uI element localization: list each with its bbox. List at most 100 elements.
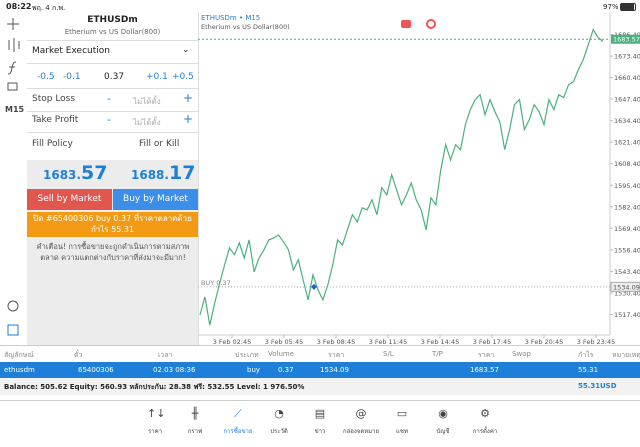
stop-loss-label: Stop Loss xyxy=(32,94,76,104)
table-cell[interactable]: 55.31 xyxy=(578,366,599,374)
tab-label[interactable]: การตั้งค่า xyxy=(472,428,498,435)
tab-label[interactable]: ข่าว xyxy=(314,428,326,435)
one-click-icon[interactable] xyxy=(401,20,411,28)
table-cell[interactable]: 0.37 xyxy=(278,366,294,374)
tab-label[interactable]: ราคา xyxy=(148,428,162,435)
tab-icon[interactable]: ⚙ xyxy=(480,407,490,420)
tab-icon[interactable]: ▭ xyxy=(396,407,408,420)
stop-loss-value[interactable]: ไม่ได้ตั้ง xyxy=(133,97,161,106)
summary-currency: USD xyxy=(600,382,617,390)
warning: คำเตือน! การซื้อขายจะถูกดำเนินการตามสภาพ… xyxy=(36,242,190,262)
tab-icon[interactable]: ↑↓ xyxy=(147,407,166,420)
indicators-icon[interactable] xyxy=(8,38,20,52)
ask-pips: 17 xyxy=(168,162,196,184)
summary-text: Balance: 505.62 Equity: 560.93 หลักประกั… xyxy=(4,383,305,391)
function-icon[interactable] xyxy=(7,61,17,75)
table-cell[interactable]: ethusdm xyxy=(4,366,35,374)
tab-label[interactable]: ประวัติ xyxy=(270,428,288,435)
stop-loss-minus[interactable]: - xyxy=(107,92,111,105)
order-icon[interactable] xyxy=(7,324,19,336)
volume-step[interactable]: +0.1 xyxy=(146,72,168,82)
entry-marker xyxy=(311,283,317,290)
crosshair-icon[interactable] xyxy=(7,18,19,30)
x-tick-label: 3 Feb 20:45 xyxy=(525,338,564,346)
tab-icon[interactable]: ╫ xyxy=(191,407,199,420)
table-cell[interactable]: 1534.09 xyxy=(320,366,349,374)
column-header: กำไร xyxy=(578,351,594,359)
objects-icon[interactable] xyxy=(7,82,18,91)
take-profit-minus[interactable]: - xyxy=(107,113,111,126)
y-tick-label: 1543.40 xyxy=(614,268,640,276)
take-profit-plus[interactable]: + xyxy=(183,112,194,126)
y-tick-label: 1621.40 xyxy=(614,139,640,147)
volume-step[interactable]: -0.5 xyxy=(37,72,55,82)
tab-label[interactable]: กราฟ xyxy=(187,428,203,435)
separator xyxy=(27,63,198,64)
separator xyxy=(27,111,198,112)
summary-row xyxy=(0,378,640,395)
tab-icon[interactable]: @ xyxy=(355,407,367,420)
bid-main: 1683. xyxy=(43,168,81,182)
ask-price: 1688.17 xyxy=(131,162,195,184)
volume-step[interactable]: +0.5 xyxy=(172,72,194,82)
x-tick-label: 3 Feb 17:45 xyxy=(473,338,512,346)
separator xyxy=(27,132,198,133)
chart-title: ETHUSDm • M15 xyxy=(201,14,260,22)
separator xyxy=(0,345,640,346)
price-line xyxy=(199,28,604,326)
search-icon[interactable] xyxy=(7,300,19,312)
timeframe[interactable]: M15 xyxy=(5,105,25,114)
selected-row[interactable] xyxy=(0,362,640,378)
take-profit-value[interactable]: ไม่ได้ตั้ง xyxy=(133,118,161,127)
table-cell[interactable]: buy xyxy=(247,366,261,374)
table-cell[interactable]: 1683.57 xyxy=(470,366,499,374)
bid-label: 1683.57 xyxy=(613,36,640,44)
y-tick-label: 1530.40 xyxy=(614,289,640,297)
y-tick-label: 1556.40 xyxy=(614,246,640,254)
execution-type[interactable]: Market Execution xyxy=(32,46,110,56)
table-cell[interactable]: 65400306 xyxy=(78,366,114,374)
x-tick-label: 3 Feb 14:45 xyxy=(421,338,460,346)
buy-button[interactable]: Buy by Market xyxy=(113,189,198,210)
y-tick-label: 1647.40 xyxy=(614,96,640,104)
y-tick-label: 1517.40 xyxy=(614,311,640,319)
tab-icon[interactable]: ◉ xyxy=(438,407,448,420)
tab-label[interactable]: การซื้อขาย xyxy=(223,428,253,435)
y-tick-label: 1673.40 xyxy=(614,53,640,61)
y-tick-label: 1608.40 xyxy=(614,160,640,168)
dropdown-arrow[interactable]: ⌄ xyxy=(182,45,190,55)
battery-icon xyxy=(620,3,636,11)
y-tick-label: 1595.40 xyxy=(614,182,640,190)
y-tick-label: 1569.40 xyxy=(614,225,640,233)
volume-value[interactable]: 0.37 xyxy=(104,72,125,82)
column-header: Swap xyxy=(512,350,531,358)
position-price: 1534.09 xyxy=(613,283,640,291)
battery: 97% xyxy=(603,3,619,11)
fill-policy-value[interactable]: Fill or Kill xyxy=(139,139,180,149)
separator xyxy=(0,400,640,401)
tab-icon[interactable]: ⟋ xyxy=(234,407,242,420)
volume-step[interactable]: -0.1 xyxy=(63,72,81,82)
stop-loss-plus[interactable]: + xyxy=(183,91,194,105)
column-header: T/P xyxy=(432,350,443,358)
column-header: ราคา xyxy=(478,351,495,359)
column-header: หมายเหตุ xyxy=(612,351,640,359)
bid-label-bg xyxy=(611,34,640,44)
tab-label[interactable]: กล่องจดหมาย xyxy=(342,428,380,435)
tab-label[interactable]: แชท xyxy=(396,428,408,435)
close-position-button[interactable]: ปิด #65400306 buy 0.37 ที่ราคาตลาดด้วยกำ… xyxy=(27,212,198,237)
symbol[interactable]: ETHUSDm xyxy=(87,15,138,25)
take-profit-label: Take Profit xyxy=(32,115,79,125)
column-header: ประเภท xyxy=(235,351,259,359)
tab-icon[interactable]: ▤ xyxy=(314,407,326,420)
table-cell[interactable]: 02.03 08:36 xyxy=(153,366,196,374)
tab-label[interactable]: บัญชี xyxy=(436,428,450,435)
y-tick-label: 1582.40 xyxy=(614,203,640,211)
clock: 08:22 xyxy=(6,2,32,11)
sync-icon[interactable] xyxy=(426,19,436,29)
sell-button[interactable]: Sell by Market xyxy=(27,189,112,210)
fill-policy-label: Fill Policy xyxy=(32,139,73,149)
date: พฤ. 4 ก.พ. xyxy=(32,4,66,12)
tab-icon[interactable]: ◔ xyxy=(274,407,284,420)
